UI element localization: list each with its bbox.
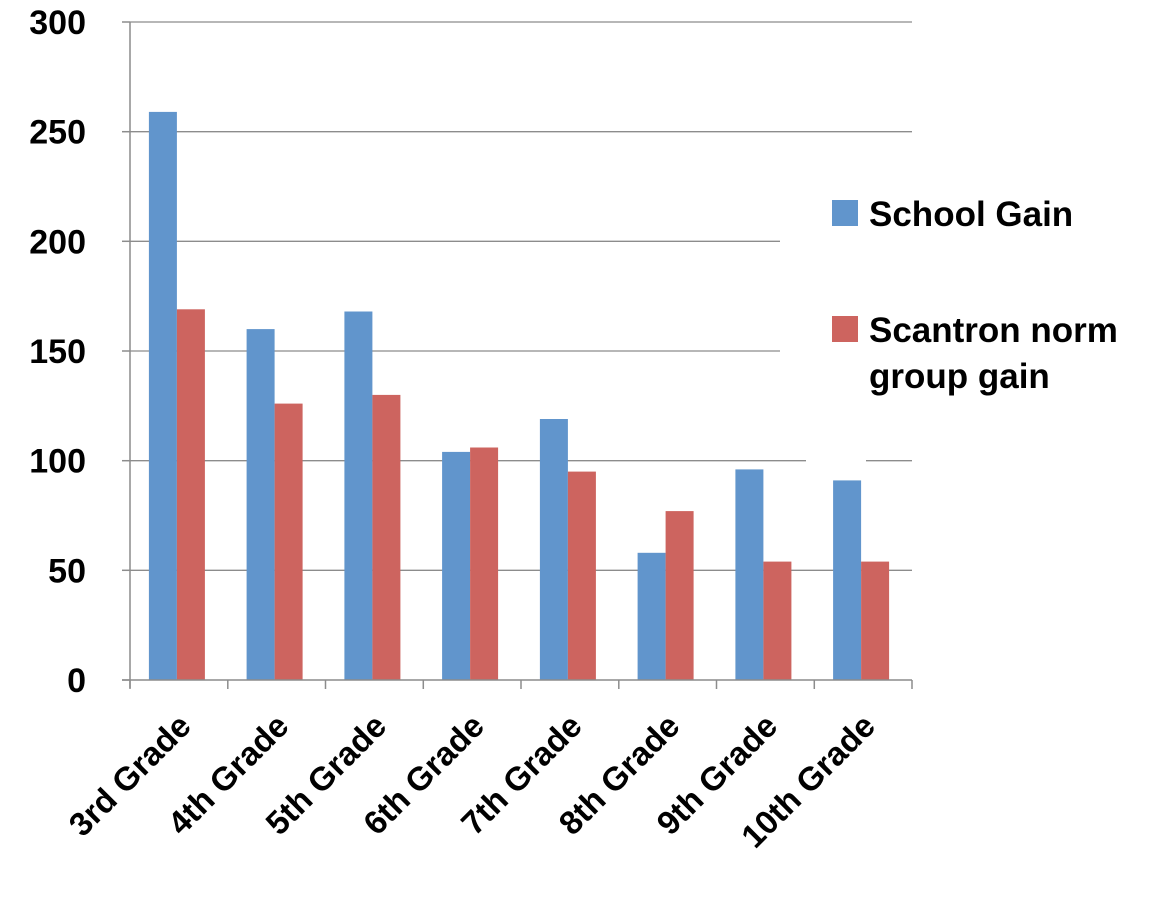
axes <box>122 21 913 689</box>
bar-school-gain-6th-grade <box>442 451 471 680</box>
bars <box>148 111 890 680</box>
legend-label-scantron-norm-group-gain: Scantron norm group gain <box>869 311 1118 396</box>
y-axis-tick-labels: 0 50 100 150 200 250 300 <box>29 4 86 700</box>
bar-school-gain-7th-grade <box>539 419 568 680</box>
bar-scantron-norm-group-gain-8th-grade <box>665 511 694 680</box>
bar-scantron-norm-group-gain-6th-grade <box>470 447 499 680</box>
y-tick-label: 50 <box>48 552 86 590</box>
bar-school-gain-8th-grade <box>637 552 666 680</box>
bar-school-gain-5th-grade <box>344 311 373 680</box>
y-tick-label: 0 <box>67 662 86 700</box>
y-tick-label: 150 <box>29 333 86 371</box>
y-tick-label: 300 <box>29 4 86 42</box>
legend-swatch-scantron-norm-group-gain <box>832 316 858 342</box>
bar-scantron-norm-group-gain-9th-grade <box>763 561 792 680</box>
legend-label-school-gain: School Gain <box>869 195 1073 234</box>
bar-school-gain-9th-grade <box>735 469 764 680</box>
bar-scantron-norm-group-gain-5th-grade <box>372 394 401 680</box>
bar-scantron-norm-group-gain-10th-grade <box>861 561 890 680</box>
bar-scantron-norm-group-gain-3rd-grade <box>176 309 205 680</box>
y-tick-label: 200 <box>29 223 86 261</box>
legend: School Gain Scantron norm group gain <box>832 195 1118 396</box>
y-tick-label: 100 <box>29 443 86 481</box>
bar-school-gain-4th-grade <box>246 329 275 680</box>
legend-swatch-school-gain <box>832 200 858 226</box>
bar-scantron-norm-group-gain-7th-grade <box>567 471 596 680</box>
y-tick-label: 250 <box>29 114 86 152</box>
bar-school-gain-10th-grade <box>833 480 862 680</box>
bar-scantron-norm-group-gain-4th-grade <box>274 403 303 680</box>
bar-school-gain-3rd-grade <box>148 111 177 680</box>
